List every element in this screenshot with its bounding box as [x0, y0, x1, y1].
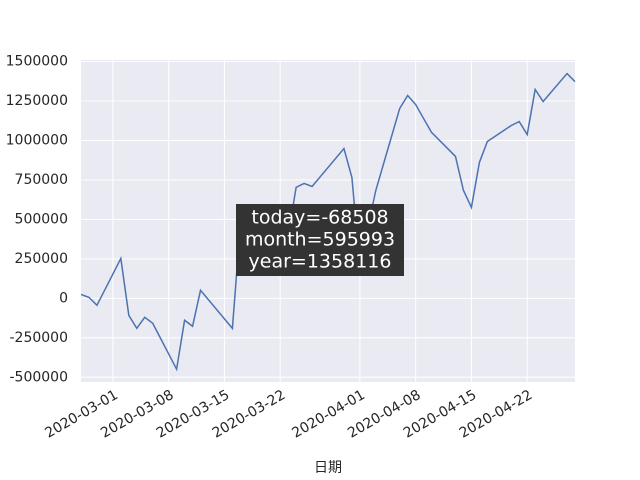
annotation-box [236, 204, 404, 276]
y-tick-label: -500000 [10, 369, 69, 385]
annotation-text: month=595993 [245, 229, 395, 251]
y-tick-label: -250000 [10, 330, 69, 346]
y-tick-label: 0 [59, 290, 68, 306]
y-tick-label: 1250000 [6, 93, 68, 109]
annotation-text: today=-68508 [251, 207, 388, 229]
y-tick-label: 750000 [15, 172, 68, 188]
y-tick-label: 1500000 [6, 54, 68, 70]
annotation-text: year=1358116 [249, 251, 392, 273]
y-tick-label: 1000000 [6, 133, 68, 149]
x-axis-label: 日期 [314, 460, 342, 476]
y-tick-label: 250000 [15, 251, 68, 267]
data-line [80, 72, 576, 372]
y-tick-label: 500000 [15, 211, 68, 227]
